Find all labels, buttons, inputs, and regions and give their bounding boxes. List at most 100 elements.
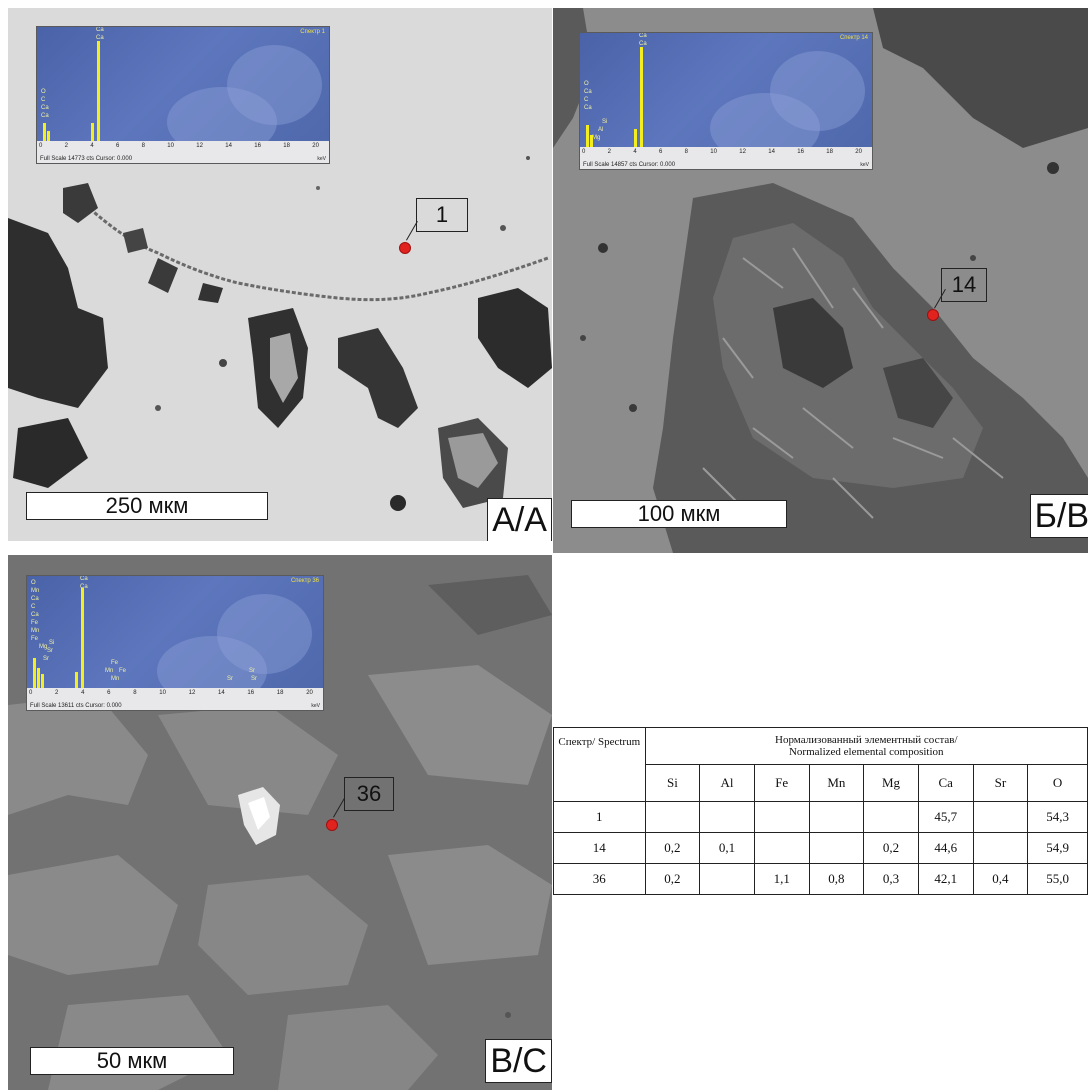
element-header-sr: Sr xyxy=(972,764,1029,802)
element-label: Fe xyxy=(31,636,39,642)
spectrum-id-cell: 36 xyxy=(553,863,646,895)
element-label: Mg xyxy=(592,135,601,141)
element-label: C xyxy=(584,97,589,103)
element-label: Sr xyxy=(251,676,257,682)
table-cell: 0,1 xyxy=(699,832,755,864)
eds-spectrum-a: Спектр 1 O C Ca Ca Ca Ca 0 2 4 6 8 10 12 14 16 18… xyxy=(36,26,330,164)
table-cell: 42,1 xyxy=(917,863,974,895)
table-cell: 0,4 xyxy=(972,863,1029,895)
table-row: 1 45,7 54,3 xyxy=(553,801,1088,833)
table-cell xyxy=(972,832,1029,864)
element-label: Mg xyxy=(39,644,48,650)
table-row: 14 0,2 0,1 0,2 44,6 54,9 xyxy=(553,832,1088,864)
element-label: Fe xyxy=(111,660,119,666)
table-cell: 0,2 xyxy=(863,832,919,864)
spectrum-peak xyxy=(586,125,589,147)
table-cell xyxy=(863,801,919,833)
table-cell xyxy=(808,801,865,833)
table-cell xyxy=(972,801,1029,833)
spectrum-peak xyxy=(634,129,637,147)
element-label: Mn xyxy=(111,676,120,682)
point-callout: 1 xyxy=(416,198,468,232)
spectrum-axis-ticks: 0 2 4 6 8 10 12 14 16 18 20 xyxy=(29,690,313,696)
element-label: Mn xyxy=(31,588,40,594)
element-header-mg: Mg xyxy=(863,764,919,802)
spectrum-peak xyxy=(41,674,44,688)
spectrum-peak xyxy=(75,672,78,688)
element-label: Ca xyxy=(584,89,592,95)
element-header-al: Al xyxy=(699,764,755,802)
element-label: Si xyxy=(602,119,608,125)
element-label: Mn xyxy=(105,668,114,674)
element-header-ca: Ca xyxy=(917,764,974,802)
table-cell: 54,3 xyxy=(1027,801,1088,833)
table-cell xyxy=(699,801,755,833)
element-label: Sr xyxy=(249,668,255,674)
spectrum-peak xyxy=(47,131,50,141)
element-label: Ca xyxy=(31,596,39,602)
spectrum-peak xyxy=(43,123,46,141)
table-row: 36 0,2 1,1 0,8 0,3 42,1 0,4 55,0 xyxy=(553,863,1088,895)
element-label: Si xyxy=(49,640,55,646)
spectrum-column-header: Спектр/ Spectrum xyxy=(553,727,646,802)
spectrum-id-cell: 1 xyxy=(553,801,646,833)
element-label: Ca xyxy=(41,113,49,119)
spectrum-peak xyxy=(590,135,593,147)
scale-bar: 250 мкм xyxy=(26,492,268,520)
composition-table-wrapper: Спектр/ Spectrum Нормализованный элемент… xyxy=(553,720,1088,960)
panel-label: А/А xyxy=(487,498,552,541)
element-header-mn: Mn xyxy=(808,764,865,802)
element-label: Ca xyxy=(96,27,104,33)
element-label: Ca xyxy=(584,105,592,111)
table-cell xyxy=(753,832,810,864)
element-label: Ca xyxy=(41,105,49,111)
spectrum-peak xyxy=(81,588,84,688)
element-label: Fe xyxy=(119,668,127,674)
spectrum-title: Спектр 1 xyxy=(300,29,325,35)
table-cell: 0,8 xyxy=(808,863,865,895)
element-label: Ca xyxy=(639,41,647,47)
table-cell: 44,6 xyxy=(917,832,974,864)
table-cell: 0,2 xyxy=(644,832,701,864)
spectrum-title: Спектр 36 xyxy=(290,578,319,584)
spectrum-unit: keV xyxy=(860,162,869,168)
spectrum-unit: keV xyxy=(311,703,320,709)
panel-label: Б/B xyxy=(1029,494,1088,538)
element-header-o: O xyxy=(1027,764,1088,802)
table-cell: 54,9 xyxy=(1027,832,1088,864)
point-callout: 36 xyxy=(344,777,394,811)
spectrum-full-scale: Full Scale 13611 cts Cursor: 0.000 xyxy=(30,703,122,709)
element-header-si: Si xyxy=(644,764,701,802)
spectrum-id-cell: 14 xyxy=(553,832,646,864)
micrograph-panel-c: Спектр 36 O Mn Ca C Ca Fe Mn Fe Mg Si Sr… xyxy=(8,555,552,1090)
table-cell: 45,7 xyxy=(917,801,974,833)
spectrum-peak xyxy=(640,47,643,147)
element-label: O xyxy=(31,580,36,586)
element-label: Fe xyxy=(31,620,39,626)
element-label: C xyxy=(31,604,36,610)
panel-label: В/C xyxy=(485,1039,552,1083)
measurement-point-marker xyxy=(326,819,338,831)
element-header-fe: Fe xyxy=(753,764,810,802)
eds-spectrum-c: Спектр 36 O Mn Ca C Ca Fe Mn Fe Mg Si Sr… xyxy=(26,575,324,711)
table-cell: 0,3 xyxy=(863,863,919,895)
spectrum-full-scale: Full Scale 14773 cts Cursor: 0.000 xyxy=(40,156,133,162)
scale-bar: 50 мкм xyxy=(30,1047,234,1075)
spectrum-peak xyxy=(91,123,94,141)
spectrum-peak xyxy=(97,41,100,141)
spectrum-axis-ticks: 0 2 4 6 8 10 12 14 16 18 20 xyxy=(582,149,862,155)
table-cell xyxy=(644,801,701,833)
element-label: Mn xyxy=(31,628,40,634)
element-label: Ca xyxy=(80,576,88,582)
micrograph-image-c xyxy=(8,555,552,1090)
spectrum-axis-ticks: 0 2 4 6 8 10 12 14 16 18 20 xyxy=(39,143,319,149)
element-label: Sr xyxy=(227,676,233,682)
element-label: C xyxy=(41,97,46,103)
element-label: Sr xyxy=(47,648,53,654)
composition-column-header: Нормализованный элементный состав/ Norma… xyxy=(644,727,1088,765)
spectrum-peak xyxy=(33,658,36,688)
measurement-point-marker xyxy=(399,242,411,254)
point-callout: 14 xyxy=(941,268,987,302)
table-cell xyxy=(753,801,810,833)
